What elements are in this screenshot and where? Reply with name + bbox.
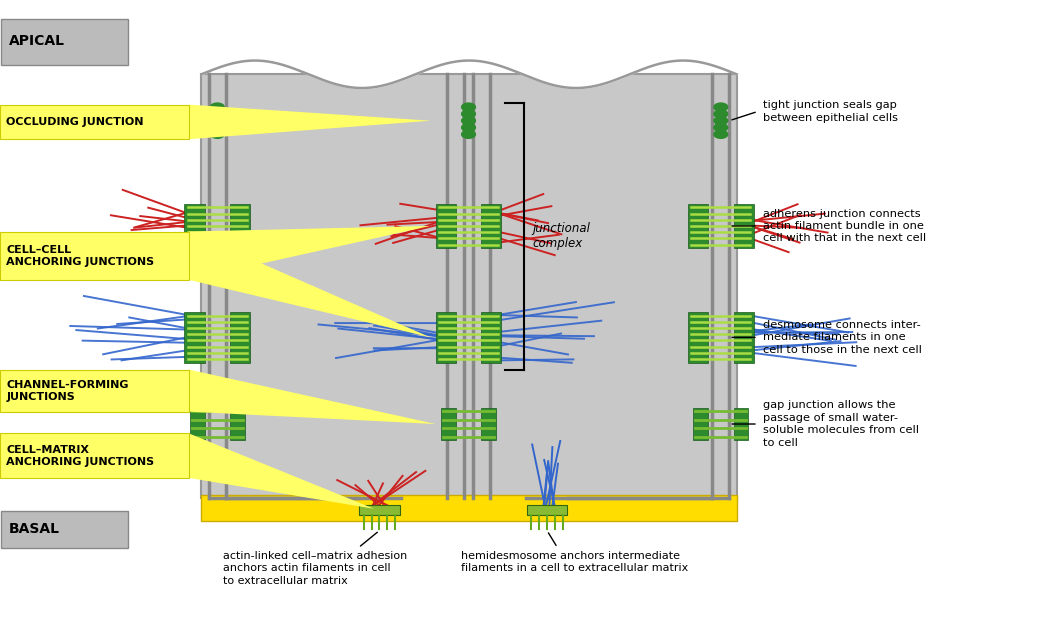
- FancyBboxPatch shape: [693, 408, 708, 440]
- FancyBboxPatch shape: [436, 204, 456, 248]
- FancyBboxPatch shape: [527, 505, 567, 515]
- FancyBboxPatch shape: [688, 204, 708, 248]
- FancyBboxPatch shape: [688, 312, 708, 363]
- Circle shape: [462, 116, 475, 124]
- Text: OCCLUDING JUNCTION: OCCLUDING JUNCTION: [6, 117, 144, 127]
- FancyBboxPatch shape: [1, 19, 128, 65]
- FancyBboxPatch shape: [441, 408, 456, 440]
- Text: adherens junction connects
actin filament bundle in one
cell with that in the ne: adherens junction connects actin filamen…: [763, 209, 926, 243]
- FancyBboxPatch shape: [0, 105, 189, 139]
- Circle shape: [462, 110, 475, 118]
- Circle shape: [462, 103, 475, 111]
- Text: actin-linked cell–matrix adhesion
anchors actin filaments in cell
to extracellul: actin-linked cell–matrix adhesion anchor…: [223, 551, 407, 586]
- Text: gap junction allows the
passage of small water-
soluble molecules from cell
to c: gap junction allows the passage of small…: [763, 400, 919, 448]
- FancyBboxPatch shape: [481, 312, 501, 363]
- Circle shape: [714, 103, 727, 111]
- Polygon shape: [189, 433, 374, 509]
- FancyBboxPatch shape: [201, 74, 737, 498]
- Text: desmosome connects inter-
mediate filaments in one
cell to those in the next cel: desmosome connects inter- mediate filame…: [763, 320, 922, 355]
- FancyBboxPatch shape: [230, 408, 245, 440]
- Text: APICAL: APICAL: [8, 35, 65, 48]
- Circle shape: [211, 116, 225, 124]
- Polygon shape: [189, 370, 436, 424]
- FancyBboxPatch shape: [481, 204, 501, 248]
- FancyBboxPatch shape: [1, 511, 128, 548]
- Circle shape: [211, 103, 225, 111]
- FancyBboxPatch shape: [481, 408, 496, 440]
- Text: BASAL: BASAL: [8, 522, 59, 536]
- Circle shape: [211, 110, 225, 118]
- FancyBboxPatch shape: [0, 433, 189, 478]
- Text: CHANNEL-FORMING
JUNCTIONS: CHANNEL-FORMING JUNCTIONS: [6, 379, 129, 402]
- FancyBboxPatch shape: [184, 312, 205, 363]
- Circle shape: [714, 130, 727, 139]
- Circle shape: [714, 110, 727, 118]
- Circle shape: [211, 123, 225, 131]
- Circle shape: [211, 130, 225, 139]
- FancyBboxPatch shape: [734, 408, 748, 440]
- FancyBboxPatch shape: [230, 204, 250, 248]
- FancyBboxPatch shape: [0, 232, 189, 280]
- FancyBboxPatch shape: [0, 370, 189, 412]
- FancyBboxPatch shape: [201, 495, 737, 521]
- Circle shape: [714, 123, 727, 131]
- FancyBboxPatch shape: [734, 204, 754, 248]
- FancyBboxPatch shape: [734, 312, 754, 363]
- Text: junctional
complex: junctional complex: [532, 222, 590, 251]
- Text: hemidesmosome anchors intermediate
filaments in a cell to extracellular matrix: hemidesmosome anchors intermediate filam…: [461, 551, 688, 573]
- Polygon shape: [189, 232, 430, 337]
- Circle shape: [462, 130, 475, 139]
- Circle shape: [462, 123, 475, 131]
- Text: CELL–CELL
ANCHORING JUNCTIONS: CELL–CELL ANCHORING JUNCTIONS: [6, 245, 155, 267]
- FancyBboxPatch shape: [184, 204, 205, 248]
- FancyBboxPatch shape: [359, 505, 400, 515]
- Circle shape: [714, 116, 727, 124]
- FancyBboxPatch shape: [230, 312, 250, 363]
- Text: tight junction seals gap
between epithelial cells: tight junction seals gap between epithel…: [763, 100, 898, 123]
- Polygon shape: [189, 105, 430, 139]
- Polygon shape: [189, 226, 430, 280]
- FancyBboxPatch shape: [436, 312, 456, 363]
- FancyBboxPatch shape: [190, 408, 205, 440]
- Text: CELL–MATRIX
ANCHORING JUNCTIONS: CELL–MATRIX ANCHORING JUNCTIONS: [6, 444, 155, 467]
